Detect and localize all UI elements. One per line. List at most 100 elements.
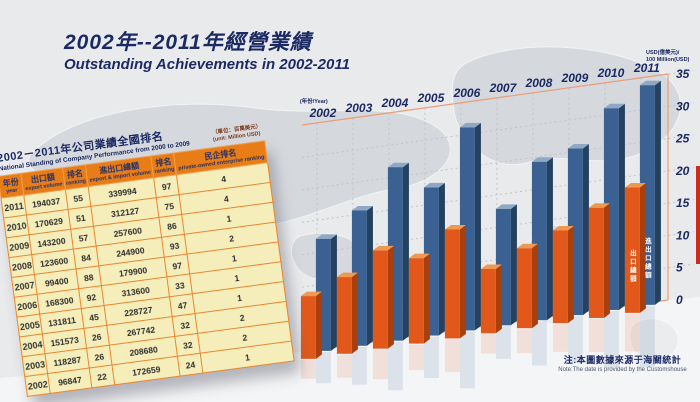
bar-export-2003 [336,277,352,354]
x-axis-year-2002: 2002 [309,106,337,120]
x-axis-year-2005: 2005 [417,91,445,105]
x-axis-year-2011: 2011 [633,61,660,75]
bar-export-top-2002 [300,291,322,297]
x-axis-year-2009: 2009 [561,71,589,85]
y-tick-10: 10 [676,228,690,242]
bar-reflection [351,346,367,385]
chart-footnote: 注:本圖數據來源于海關統計 Note:The date is provided … [535,353,700,373]
bar-total-side-2010 [618,103,625,310]
bar-reflection [459,331,475,389]
bar-export-top-2003 [336,272,358,278]
bar-reflection [531,321,547,366]
bar-export-2005 [408,258,424,344]
bar-total-side-2002 [330,234,337,351]
y-tick-30: 30 [676,99,690,113]
bar-reflection [336,354,352,378]
bar-reflection [387,341,403,391]
bar-total-top-2008 [531,157,553,162]
bar-export-2008 [516,248,532,329]
bar-reflection [516,329,532,354]
bar-export-top-2011 [624,183,646,188]
bar-export-top-2008 [516,243,538,249]
bar-export-side-2011 [639,183,646,313]
cell-year: 2002 [24,373,51,397]
right-edge-red-strip [696,166,700,264]
bar-export-side-2002 [315,291,322,359]
bar-reflection [315,351,331,384]
axis-top-line [301,73,669,126]
bar-total-side-2003 [366,205,373,346]
gridline-h-30 [301,102,695,158]
bar-export-2006 [444,229,460,339]
performance-table-body: 2011 194037 55 339994 97 4 2010 170629 51 312127 7… [0,162,295,397]
bar-reflection [444,339,460,373]
bar-total-top-2005 [423,182,445,188]
title-zh: 2002年--2011年經營業績 [64,31,312,54]
ranking-table-group: 2002－2011年公司業績全國排名 National Standing of … [0,114,295,397]
bar-export-2004 [372,250,388,349]
x-axis-prefix-label: (年份/Year) [300,97,328,105]
main-title-block: 2002年--2011年經營業績 Outstanding Achievement… [64,26,350,73]
footnote-zh: 注:本圖數據來源于海關統計 [563,355,682,365]
bar-label-export: 出口總額 [629,248,637,282]
bar-export-2009 [552,230,568,324]
bar-export-side-2006 [459,224,466,339]
bar-reflection [639,305,655,368]
bar-export-side-2008 [531,243,538,329]
x-axis-year-2008: 2008 [525,76,553,90]
bar-export-top-2007 [480,264,502,269]
bar-export-side-2009 [567,225,574,324]
y-axis-unit-1: USD(億美元)/ [646,48,680,56]
bar-export-side-2005 [423,253,430,344]
bar-export-top-2010 [588,203,610,208]
bar-total-top-2003 [351,205,373,211]
bar-reflection [423,336,439,379]
bar-total-side-2007 [510,204,517,326]
bar-reflection [480,334,496,354]
gridline-h-25 [301,134,695,191]
bar-total-side-2006 [474,122,481,331]
cell-value: 22 [89,365,115,388]
bar-export-2011 [624,187,640,313]
bar-export-side-2010 [603,203,610,318]
x-axis-year-2010: 2010 [597,66,625,80]
y-tick-0: 0 [676,293,683,307]
bar-export-top-2006 [444,224,466,230]
bar-total-top-2009 [567,144,589,149]
column-header-4: 排名 ranking [150,152,177,178]
y-tick-20: 20 [675,164,690,178]
bar-reflection [567,316,583,363]
performance-table: 年份 year 出口額 export volume 排名 ranking 進出口總額 expo… [0,140,295,397]
bar-reflection [372,349,388,380]
bar-reflection [603,310,619,368]
bar-total-side-2011 [654,80,661,305]
bar-reflection [495,326,511,359]
bar-reflection [300,359,316,379]
y-tick-5: 5 [676,261,683,275]
bar-export-side-2004 [387,245,394,349]
bar-total-top-2004 [387,162,409,168]
bar-reflection [408,344,424,371]
footnote-en: Note:The date is provided by the Customs… [558,367,687,373]
bar-reflection [624,313,640,352]
bar-total-side-2009 [582,144,589,316]
bar-export-2002 [300,296,316,359]
bar-export-2010 [588,207,604,318]
y-tick-15: 15 [676,196,690,210]
bar-export-2007 [480,268,496,334]
x-axis-year-2003: 2003 [345,101,373,115]
bar-total-side-2005 [438,182,445,336]
bar-export-side-2003 [351,272,358,354]
bar-total-top-2011 [639,80,661,86]
x-axis-year-2004: 2004 [381,96,409,110]
x-axis-year-2007: 2007 [489,81,518,95]
bar-total-side-2008 [546,157,553,321]
x-axis-year-2006: 2006 [453,86,481,100]
bar-export-top-2005 [408,253,430,259]
bar-total-top-2007 [495,204,517,209]
y-axis-unit-2: 100 Million(USD) [646,57,690,63]
y-tick-35: 35 [676,67,690,81]
column-header-0: 年份 year [0,173,25,199]
